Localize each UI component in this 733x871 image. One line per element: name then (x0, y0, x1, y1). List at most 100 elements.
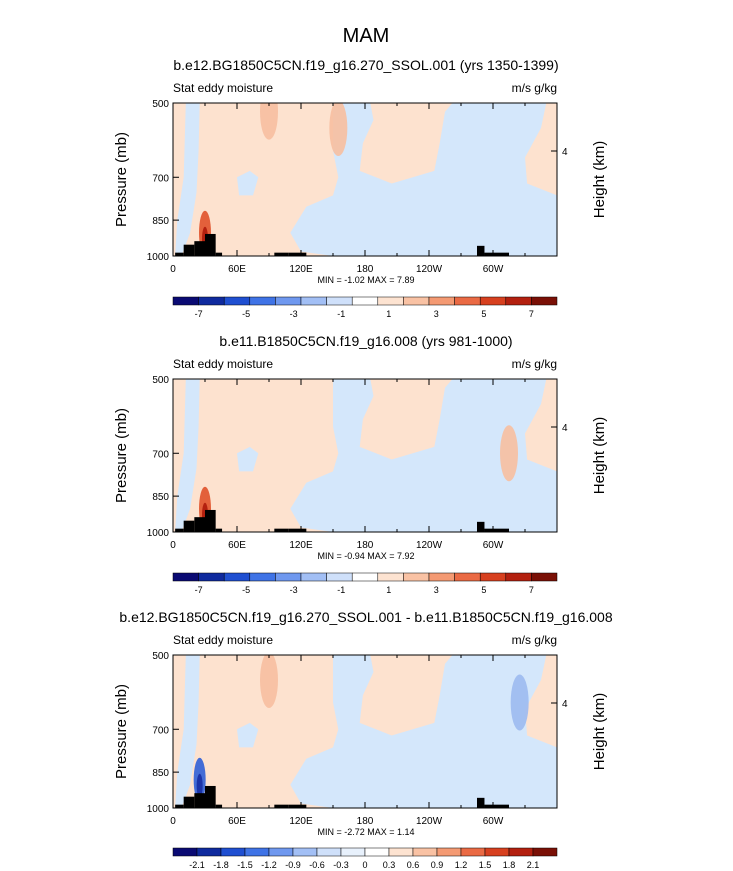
colorbar-swatch (484, 847, 510, 857)
colorbar-label: 1.8 (503, 860, 516, 870)
colorbar-label: -1 (337, 585, 345, 595)
y-tick-label: 500 (152, 651, 169, 662)
y-tick-label: 850 (152, 216, 169, 227)
right-label: m/s g/kg (512, 357, 557, 371)
colorbar-label: -7 (195, 309, 203, 319)
y-axis-title: Pressure (mb) (113, 684, 130, 779)
colorbar-swatch (351, 296, 379, 306)
y-tick-label: 700 (152, 449, 169, 460)
colorbar-label: 1 (386, 585, 391, 595)
topography-block-3 (194, 517, 205, 532)
y-axis-title-right: Height (km) (591, 417, 608, 495)
colorbar-swatch (223, 296, 251, 306)
colorbar-label: -1.2 (261, 860, 277, 870)
x-tick-label: 0 (170, 816, 176, 827)
negative-region-2 (290, 379, 557, 532)
topography-block-8 (477, 797, 485, 808)
colorbar-swatch (388, 847, 414, 857)
colorbar-label: -0.3 (333, 860, 349, 870)
negative-region-1 (175, 103, 200, 256)
colorbar-label: -1.8 (213, 860, 229, 870)
colorbar-swatch (505, 296, 532, 306)
colorbar-label: -3 (290, 585, 298, 595)
colorbar-swatch (403, 296, 430, 306)
colorbar-label: 0.9 (431, 860, 444, 870)
right-label: m/s g/kg (512, 633, 557, 647)
negative-region-1 (175, 379, 200, 532)
colorbar-label: 3 (434, 309, 439, 319)
topography-block-7 (288, 528, 307, 532)
negative-region-2 (290, 103, 557, 256)
colorbar-swatch (172, 296, 199, 306)
colorbar-swatch (403, 572, 430, 582)
y-tick-label: 500 (152, 375, 169, 386)
right-label: m/s g/kg (512, 81, 557, 95)
colorbar-swatch (531, 572, 558, 582)
colorbar-swatch (220, 847, 246, 857)
topography-block-5 (215, 528, 223, 532)
topography-block-2 (183, 520, 195, 532)
colorbar-label: 0.6 (407, 860, 420, 870)
colorbar-label: -0.6 (309, 860, 325, 870)
y-tick-label: 1000 (147, 804, 170, 815)
x-tick-label: 60E (228, 540, 246, 551)
colorbar-label: -3 (290, 309, 298, 319)
colorbar: -2.1 -1.8 -1.5 -1.2 -0.9 -0.6 -0.3 0 0.3 0.6 0.9 1.… (172, 847, 558, 870)
y-axis-title-right: Height (km) (591, 141, 608, 219)
contour-field (173, 103, 557, 256)
panel-1: b.e12.BG1850C5CN.f19_g16.270_SSOL.001 (y… (113, 57, 608, 319)
colorbar-label: 3 (434, 585, 439, 595)
colorbar-swatch (351, 572, 379, 582)
y-tick-label: 850 (152, 492, 169, 503)
min-max-stats: MIN = -1.02 MAX = 7.89 (317, 275, 414, 285)
x-tick-label: 120E (289, 264, 313, 275)
colorbar-swatch (428, 296, 455, 306)
negative-region-3 (237, 446, 259, 472)
y-tick-label: 1000 (147, 252, 170, 263)
min-max-stats: MIN = -2.72 MAX = 1.14 (317, 827, 414, 837)
colorbar-swatch (364, 847, 390, 857)
topography-block-4 (205, 509, 216, 532)
colorbar-swatch (508, 847, 534, 857)
topography-block-4 (205, 233, 216, 256)
panel-title: b.e12.BG1850C5CN.f19_g16.270_SSOL.001 - … (119, 609, 612, 625)
anomaly-2 (510, 674, 529, 731)
x-tick-label: 180 (357, 816, 374, 827)
right-tick-label: 4 (562, 147, 568, 158)
left-label: Stat eddy moisture (173, 357, 273, 371)
anomaly-3 (260, 655, 278, 709)
colorbar-swatch (300, 572, 327, 582)
x-tick-label: 60W (483, 816, 504, 827)
colorbar-label: 5 (481, 585, 486, 595)
topography-block-7 (288, 252, 307, 256)
topography-block-3 (194, 241, 205, 256)
topography-block-4 (205, 785, 216, 808)
colorbar-swatch (275, 572, 302, 582)
x-tick-label: 60W (483, 540, 504, 551)
contour-field (173, 655, 557, 808)
topography-block-8 (477, 245, 485, 256)
topography-block-5 (215, 804, 223, 808)
x-tick-label: 120E (289, 816, 313, 827)
topography-block-8 (477, 521, 485, 532)
x-tick-label: 60W (483, 264, 504, 275)
topography-block-9 (484, 252, 493, 256)
topography-block-10 (493, 252, 509, 256)
colorbar-label: 1 (386, 309, 391, 319)
colorbar-swatch (268, 847, 294, 857)
colorbar-swatch (531, 296, 558, 306)
colorbar-swatch (377, 572, 404, 582)
anomaly-core-1 (196, 773, 203, 798)
y-axis-title-right: Height (km) (591, 693, 608, 771)
topography-block-1 (175, 528, 184, 532)
panel-title: b.e11.B1850C5CN.f19_g16.008 (yrs 981-100… (219, 333, 512, 349)
x-tick-label: 0 (170, 264, 176, 275)
topography-block-6 (274, 528, 289, 532)
colorbar-label: -5 (242, 585, 250, 595)
colorbar-swatch (505, 572, 532, 582)
colorbar-swatch (249, 572, 276, 582)
topography-block-7 (288, 804, 307, 808)
colorbar-label: -1 (337, 309, 345, 319)
negative-region-1 (175, 655, 200, 808)
